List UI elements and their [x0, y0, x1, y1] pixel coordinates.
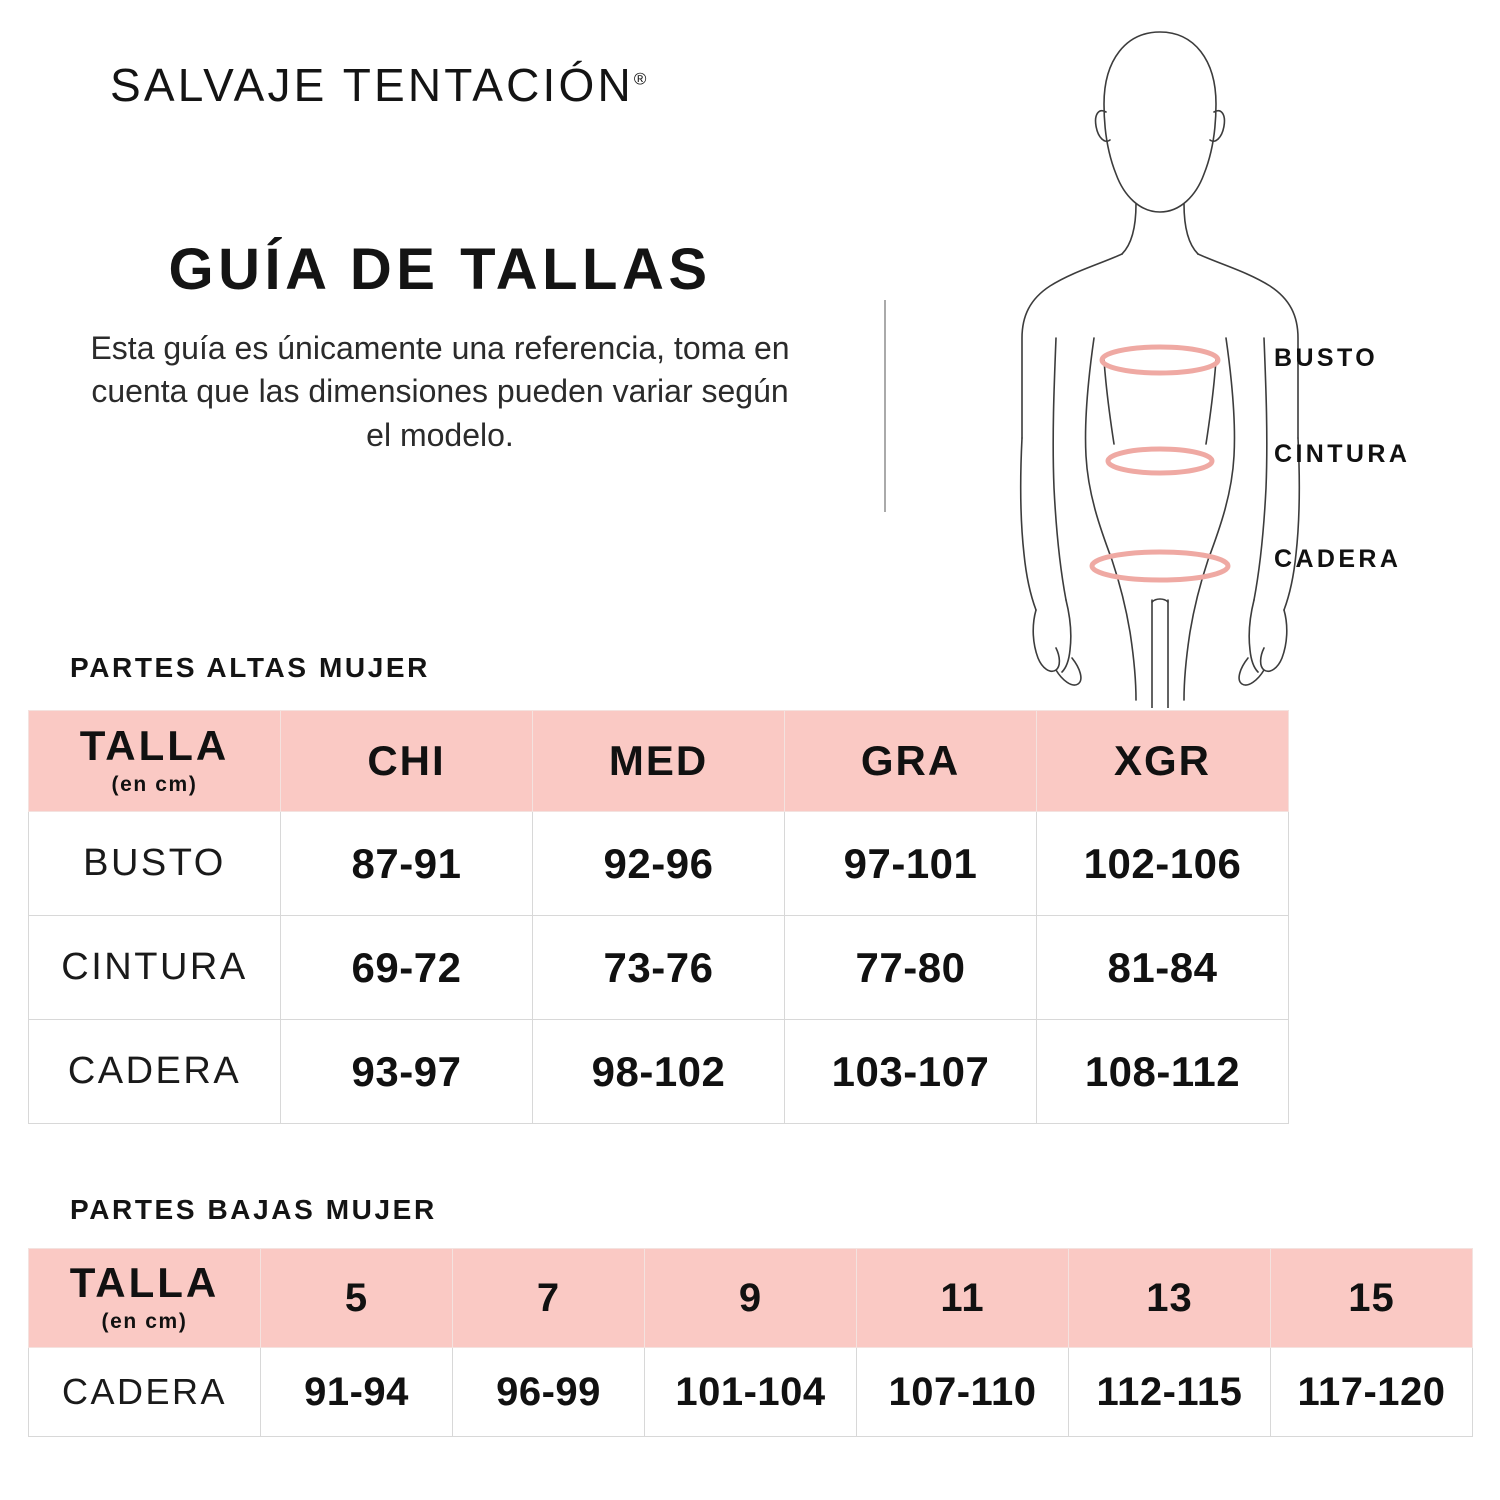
section-heading-partes-bajas: PARTES BAJAS MUJER [70, 1194, 437, 1225]
waist-band [1105, 446, 1215, 476]
header-cell-size-xgr: XGR [1036, 710, 1289, 812]
table-header-row: TALLA (en cm) CHI MED GRA XGR [28, 710, 1289, 812]
hip-band [1089, 549, 1231, 583]
header-cell-size-7: 7 [452, 1248, 645, 1348]
cell-cadera-med: 98-102 [532, 1019, 785, 1124]
cell-busto-chi: 87-91 [280, 811, 533, 916]
row-label-cintura: CINTURA [28, 915, 281, 1020]
cell-cadera-11: 107-110 [856, 1347, 1069, 1437]
table-header-row: TALLA (en cm) 5 7 9 11 13 15 [28, 1248, 1473, 1348]
row-label-cadera: CADERA [28, 1019, 281, 1124]
table-row: CADERA 91-94 96-99 101-104 107-110 112-1… [28, 1347, 1473, 1437]
header-cell-size-gra: GRA [784, 710, 1037, 812]
header-cell-size-med: MED [532, 710, 785, 812]
header-cell-size-chi: CHI [280, 710, 533, 812]
registered-trademark-icon: ® [633, 69, 647, 89]
cell-cintura-xgr: 81-84 [1036, 915, 1289, 1020]
cell-busto-med: 92-96 [532, 811, 785, 916]
vertical-divider [884, 300, 886, 512]
cell-cadera-13: 112-115 [1068, 1347, 1271, 1437]
header-talla-sub: (en cm) [101, 1310, 188, 1333]
page-title: GUÍA DE TALLAS [168, 237, 712, 302]
female-body-diagram [960, 8, 1360, 708]
cell-cintura-chi: 69-72 [280, 915, 533, 1020]
brand-name: SALVAJE TENTACIÓN [110, 59, 634, 111]
cell-cintura-gra: 77-80 [784, 915, 1037, 1020]
section-heading-partes-altas: PARTES ALTAS MUJER [70, 652, 430, 683]
row-label-busto: BUSTO [28, 811, 281, 916]
bust-band [1099, 344, 1221, 376]
size-table-partes-bajas: TALLA (en cm) 5 7 9 11 13 15 CADERA 91-9… [28, 1248, 1473, 1437]
header-cell-talla: TALLA (en cm) [28, 1248, 261, 1348]
header-cell-talla: TALLA (en cm) [28, 710, 281, 812]
cell-cadera-9: 101-104 [644, 1347, 857, 1437]
cell-busto-xgr: 102-106 [1036, 811, 1289, 916]
label-cadera: CADERA [1274, 545, 1402, 573]
label-busto: BUSTO [1274, 344, 1379, 372]
header-cell-size-5: 5 [260, 1248, 453, 1348]
header-cell-size-9: 9 [644, 1248, 857, 1348]
cell-busto-gra: 97-101 [784, 811, 1037, 916]
size-table-partes-altas: TALLA (en cm) CHI MED GRA XGR BUSTO 87-9… [28, 710, 1289, 1124]
cell-cadera-5: 91-94 [260, 1347, 453, 1437]
cell-cadera-15: 117-120 [1270, 1347, 1473, 1437]
brand-logo: SALVAJE TENTACIÓN® [110, 58, 646, 112]
header-cell-size-15: 15 [1270, 1248, 1473, 1348]
table-row: CADERA 93-97 98-102 103-107 108-112 [28, 1019, 1289, 1124]
intro-description: Esta guía es únicamente una referencia, … [90, 329, 790, 453]
header-talla-main: TALLA [69, 1259, 220, 1306]
intro-block: GUÍA DE TALLAS Esta guía es únicamente u… [40, 237, 840, 457]
header-cell-size-11: 11 [856, 1248, 1069, 1348]
cell-cintura-med: 73-76 [532, 915, 785, 1020]
table-row: CINTURA 69-72 73-76 77-80 81-84 [28, 915, 1289, 1020]
row-label-cadera: CADERA [28, 1347, 261, 1437]
cell-cadera-7: 96-99 [452, 1347, 645, 1437]
label-cintura: CINTURA [1274, 440, 1411, 468]
cell-cadera-chi: 93-97 [280, 1019, 533, 1124]
cell-cadera-gra: 103-107 [784, 1019, 1037, 1124]
cell-cadera-xgr: 108-112 [1036, 1019, 1289, 1124]
header-cell-size-13: 13 [1068, 1248, 1271, 1348]
header-talla-sub: (en cm) [111, 773, 198, 796]
header-talla-main: TALLA [79, 722, 230, 769]
table-row: BUSTO 87-91 92-96 97-101 102-106 [28, 811, 1289, 916]
